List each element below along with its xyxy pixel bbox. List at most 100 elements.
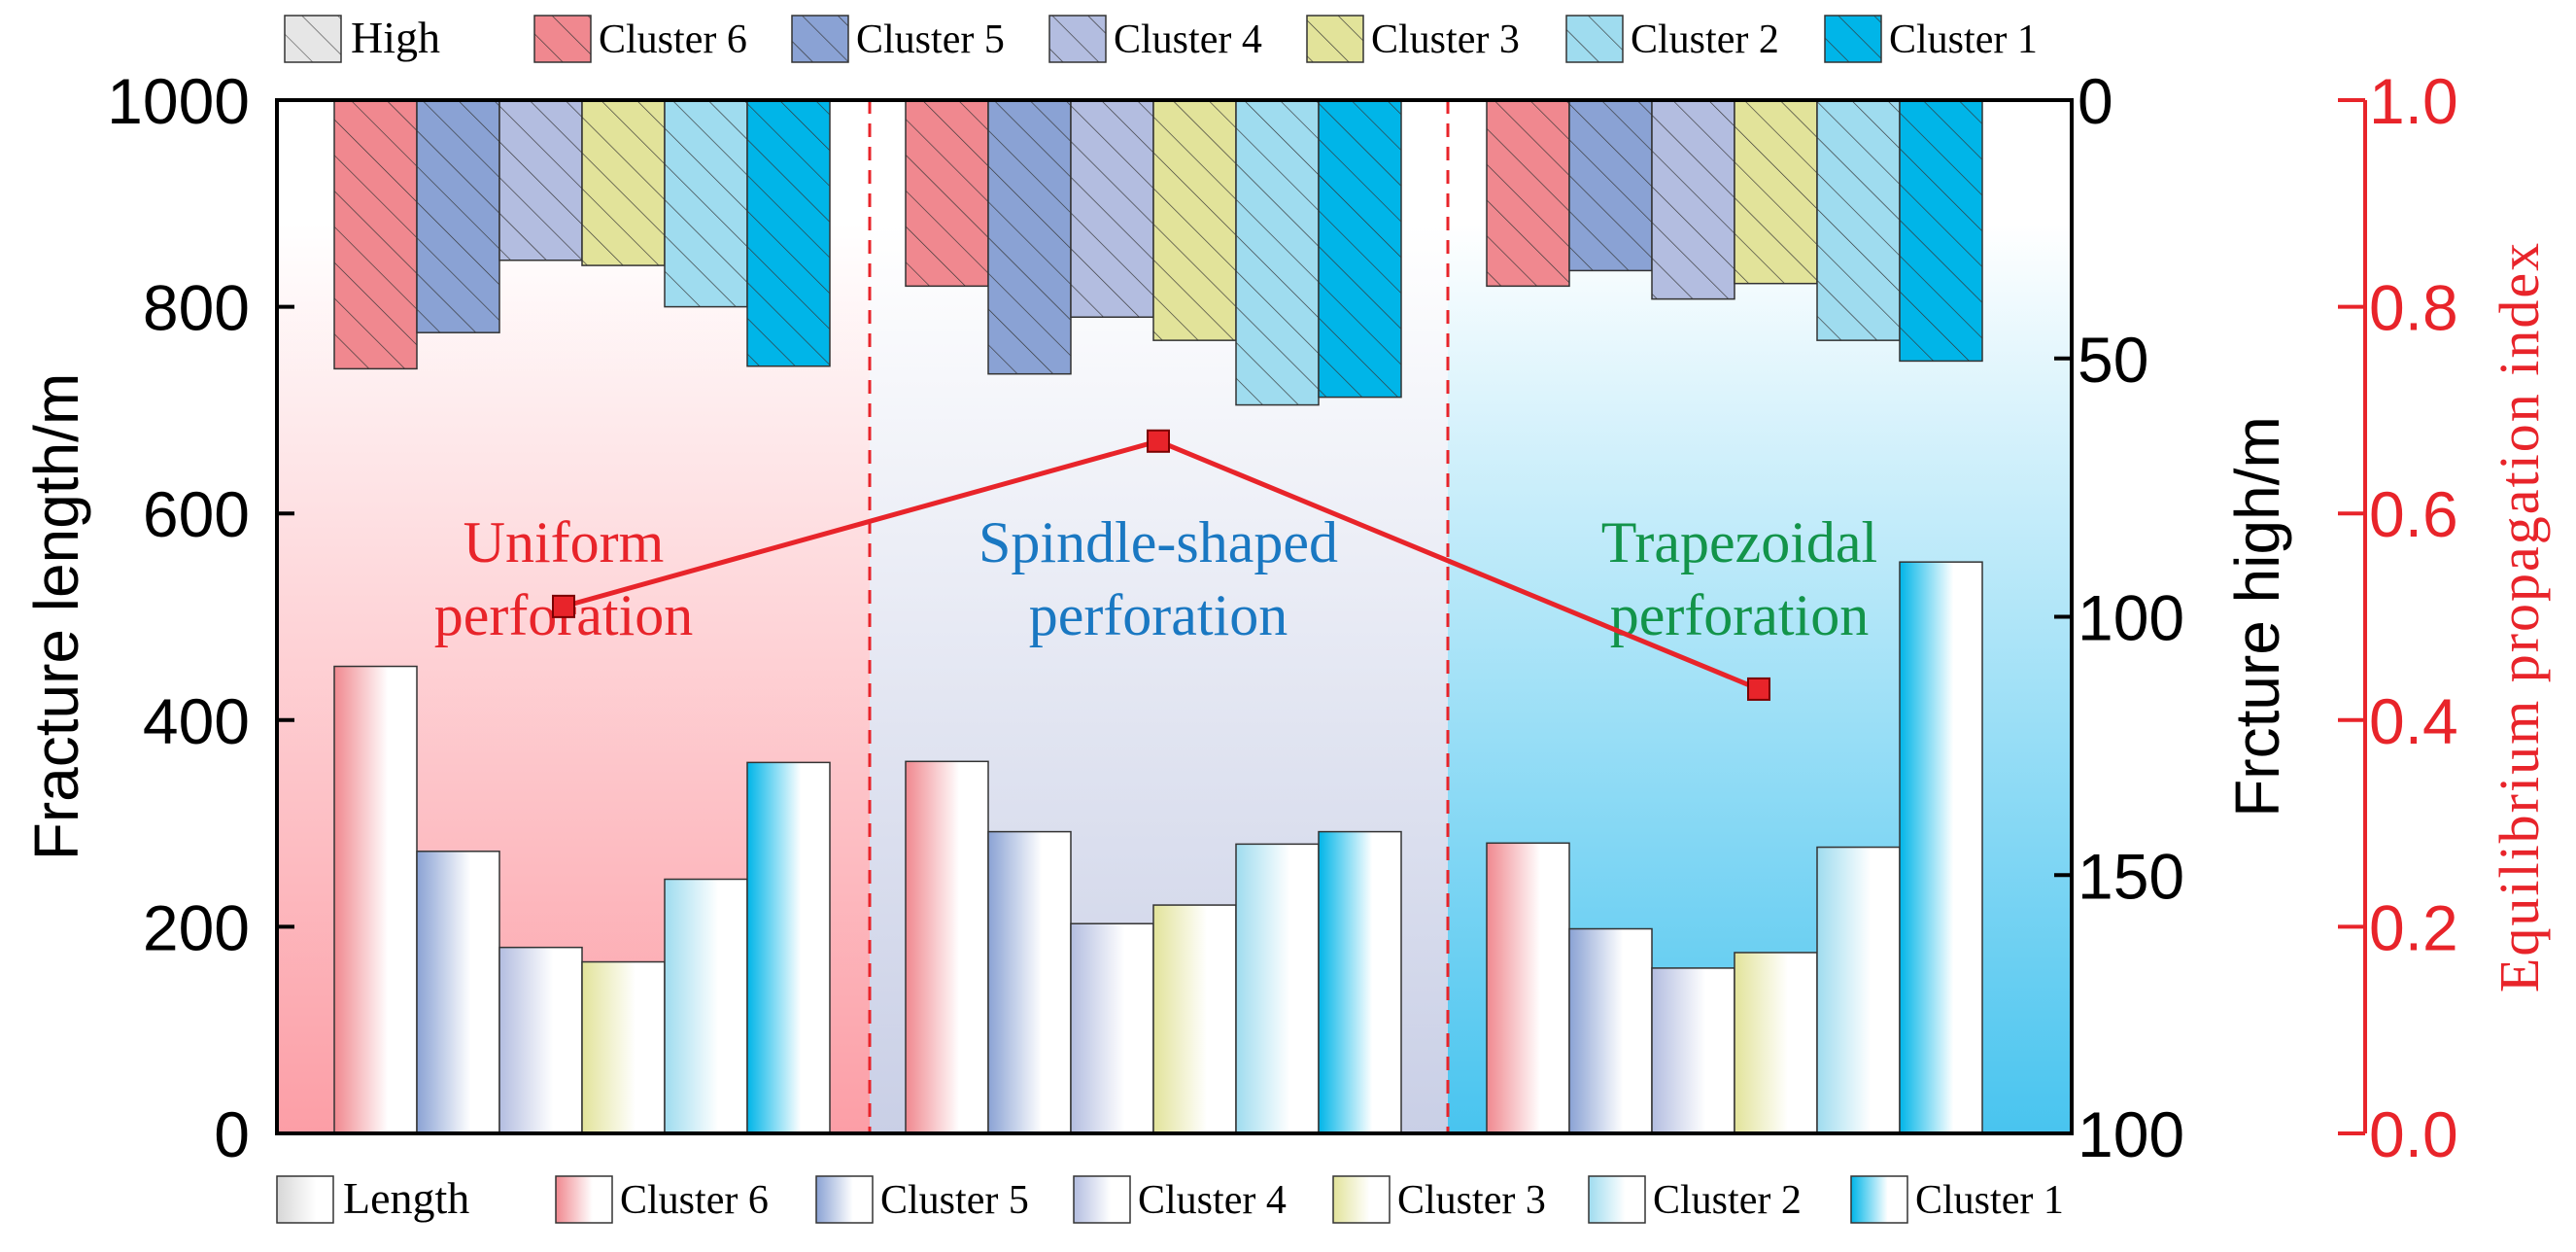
height-bar-g2-c5 <box>987 99 1072 375</box>
group-label-1: Uniformperforation <box>434 510 694 647</box>
length-bar-g1-c1 <box>746 761 831 1134</box>
length-bar-g2-c2 <box>1235 843 1320 1134</box>
left-tick-label: 0 <box>214 1098 250 1170</box>
height-bar-g3-c3 <box>1734 99 1818 285</box>
group-labels: UniformperforationSpindle-shapedperforat… <box>434 510 1877 647</box>
height-bar-g3-c6 <box>1486 99 1570 288</box>
height-bar-g2-c3 <box>1152 99 1237 341</box>
length-bar-g3-c2 <box>1816 846 1901 1134</box>
height-bar-g1-c4 <box>498 99 583 261</box>
right-inner-tick-label: 150 <box>2078 840 2184 912</box>
height-bar-g1-c5 <box>416 99 500 333</box>
right-inner-tick-label: 50 <box>2078 324 2148 396</box>
group-separators <box>868 100 1450 1133</box>
legend-swatch-cluster-2 <box>1565 15 1624 63</box>
right-outer-tick-label: 1.0 <box>2369 65 2458 137</box>
legend-swatch-cluster-3 <box>1332 1175 1391 1224</box>
left-tick-label: 600 <box>143 478 250 550</box>
group-label-3: Trapezoidal perforation <box>1601 510 1877 647</box>
left-tick-label: 1000 <box>107 65 250 137</box>
length-bars <box>333 561 1983 1134</box>
height-bar-g3-c1 <box>1899 99 1983 363</box>
left-tick-label: 400 <box>143 685 250 757</box>
length-bar-g1-c3 <box>581 960 666 1134</box>
length-bar-g2-c3 <box>1152 904 1237 1134</box>
length-bar-g1-c5 <box>416 851 500 1134</box>
index-point-3 <box>1747 677 1770 701</box>
height-bar-g1-c3 <box>581 99 666 266</box>
length-bar-g3-c1 <box>1899 561 1983 1134</box>
height-bar-g3-c2 <box>1816 99 1901 341</box>
group-label-line: perforation <box>1029 583 1288 647</box>
legend-key-label: Length <box>343 1173 469 1223</box>
right-inner-axis-label: Frcture high/m <box>2222 416 2292 817</box>
legend-label-cluster-3: Cluster 3 <box>1397 1178 1546 1223</box>
height-bar-g2-c4 <box>1070 99 1154 318</box>
left-tick-label: 200 <box>143 891 250 963</box>
equilibrium-index-line <box>552 429 1770 701</box>
legend-label-cluster-1: Cluster 1 <box>1915 1178 2064 1223</box>
left-axis-label: Fracture length/m <box>21 373 91 861</box>
legend-key-label: High <box>351 13 440 62</box>
height-bar-g1-c1 <box>746 99 831 367</box>
legend-key-swatch <box>276 1175 334 1224</box>
right-inner-tick-label: 0 <box>2078 65 2113 137</box>
legend-swatch-cluster-1 <box>1824 15 1882 63</box>
legend-bottom: Length Cluster 6 Cluster 5 Cluster 4 Cluster… <box>276 1173 2064 1224</box>
group-label-line: Uniform <box>464 510 665 574</box>
length-bar-g2-c5 <box>987 830 1072 1134</box>
legend-swatch-cluster-5 <box>815 1175 874 1224</box>
group-label-line: Spindle-shaped <box>979 510 1338 574</box>
index-point-1 <box>552 594 575 618</box>
height-bar-g3-c5 <box>1568 99 1653 272</box>
height-bars <box>333 99 1983 406</box>
length-bar-g3-c4 <box>1651 967 1735 1134</box>
legend-label-cluster-6: Cluster 6 <box>599 17 747 62</box>
height-bar-g3-c4 <box>1651 99 1735 300</box>
right-outer-tick-label: 0.4 <box>2369 685 2458 757</box>
right-outer-tick-label: 0.8 <box>2369 272 2458 344</box>
group-label-line: perforation <box>1610 583 1870 647</box>
legend-top: High Cluster 6 Cluster 5 Cluster 4 Cluster 3… <box>284 13 2038 63</box>
length-bar-g2-c6 <box>905 760 989 1134</box>
legend-label-cluster-5: Cluster 5 <box>856 17 1005 62</box>
legend-swatch-cluster-3 <box>1306 15 1364 63</box>
legend-swatch-cluster-5 <box>791 15 849 63</box>
legend-swatch-cluster-2 <box>1588 1175 1646 1224</box>
height-bar-g2-c1 <box>1318 99 1402 399</box>
index-point-2 <box>1147 429 1170 453</box>
right-inner-tick-label: 100 <box>2078 582 2184 654</box>
legend-swatch-cluster-4 <box>1073 1175 1131 1224</box>
right-outer-tick-label: 0.2 <box>2369 891 2458 963</box>
length-bar-g1-c2 <box>664 878 748 1134</box>
length-bar-g1-c6 <box>333 665 418 1134</box>
length-bar-g3-c6 <box>1486 842 1570 1134</box>
right-outer-tick-label: 0.0 <box>2369 1098 2458 1170</box>
left-tick-label: 800 <box>143 272 250 344</box>
right-outer-tick-label: 0.6 <box>2369 478 2458 550</box>
legend-label-cluster-2: Cluster 2 <box>1631 17 1779 62</box>
right-inner-tick-label: 100 <box>2078 1098 2184 1170</box>
length-bar-g3-c5 <box>1568 927 1653 1134</box>
legend-key-swatch <box>284 15 342 63</box>
legend-label-cluster-1: Cluster 1 <box>1889 17 2038 62</box>
legend-label-cluster-3: Cluster 3 <box>1371 17 1520 62</box>
group-label-line: Trapezoidal <box>1601 510 1877 574</box>
length-bar-g2-c1 <box>1318 830 1402 1134</box>
legend-swatch-cluster-6 <box>555 1175 613 1224</box>
axes: 0 200 400 600 800 1000 Fracture length/m 0 50 100… <box>21 65 2551 1170</box>
length-bar-g3-c3 <box>1734 952 1818 1134</box>
right-outer-axis-label: Equilibrium propagation index <box>2488 241 2551 992</box>
length-bar-g2-c4 <box>1070 922 1154 1134</box>
height-bar-g2-c6 <box>905 99 989 288</box>
legend-label-cluster-4: Cluster 4 <box>1114 17 1262 62</box>
legend-swatch-cluster-1 <box>1850 1175 1908 1224</box>
legend-label-cluster-5: Cluster 5 <box>880 1178 1029 1223</box>
legend-label-cluster-2: Cluster 2 <box>1653 1178 1802 1223</box>
group-label-2: Spindle-shaped perforation <box>979 510 1338 647</box>
height-bar-g1-c2 <box>664 99 748 308</box>
legend-label-cluster-4: Cluster 4 <box>1138 1178 1287 1223</box>
legend-swatch-cluster-4 <box>1048 15 1107 63</box>
legend-swatch-cluster-6 <box>533 15 592 63</box>
